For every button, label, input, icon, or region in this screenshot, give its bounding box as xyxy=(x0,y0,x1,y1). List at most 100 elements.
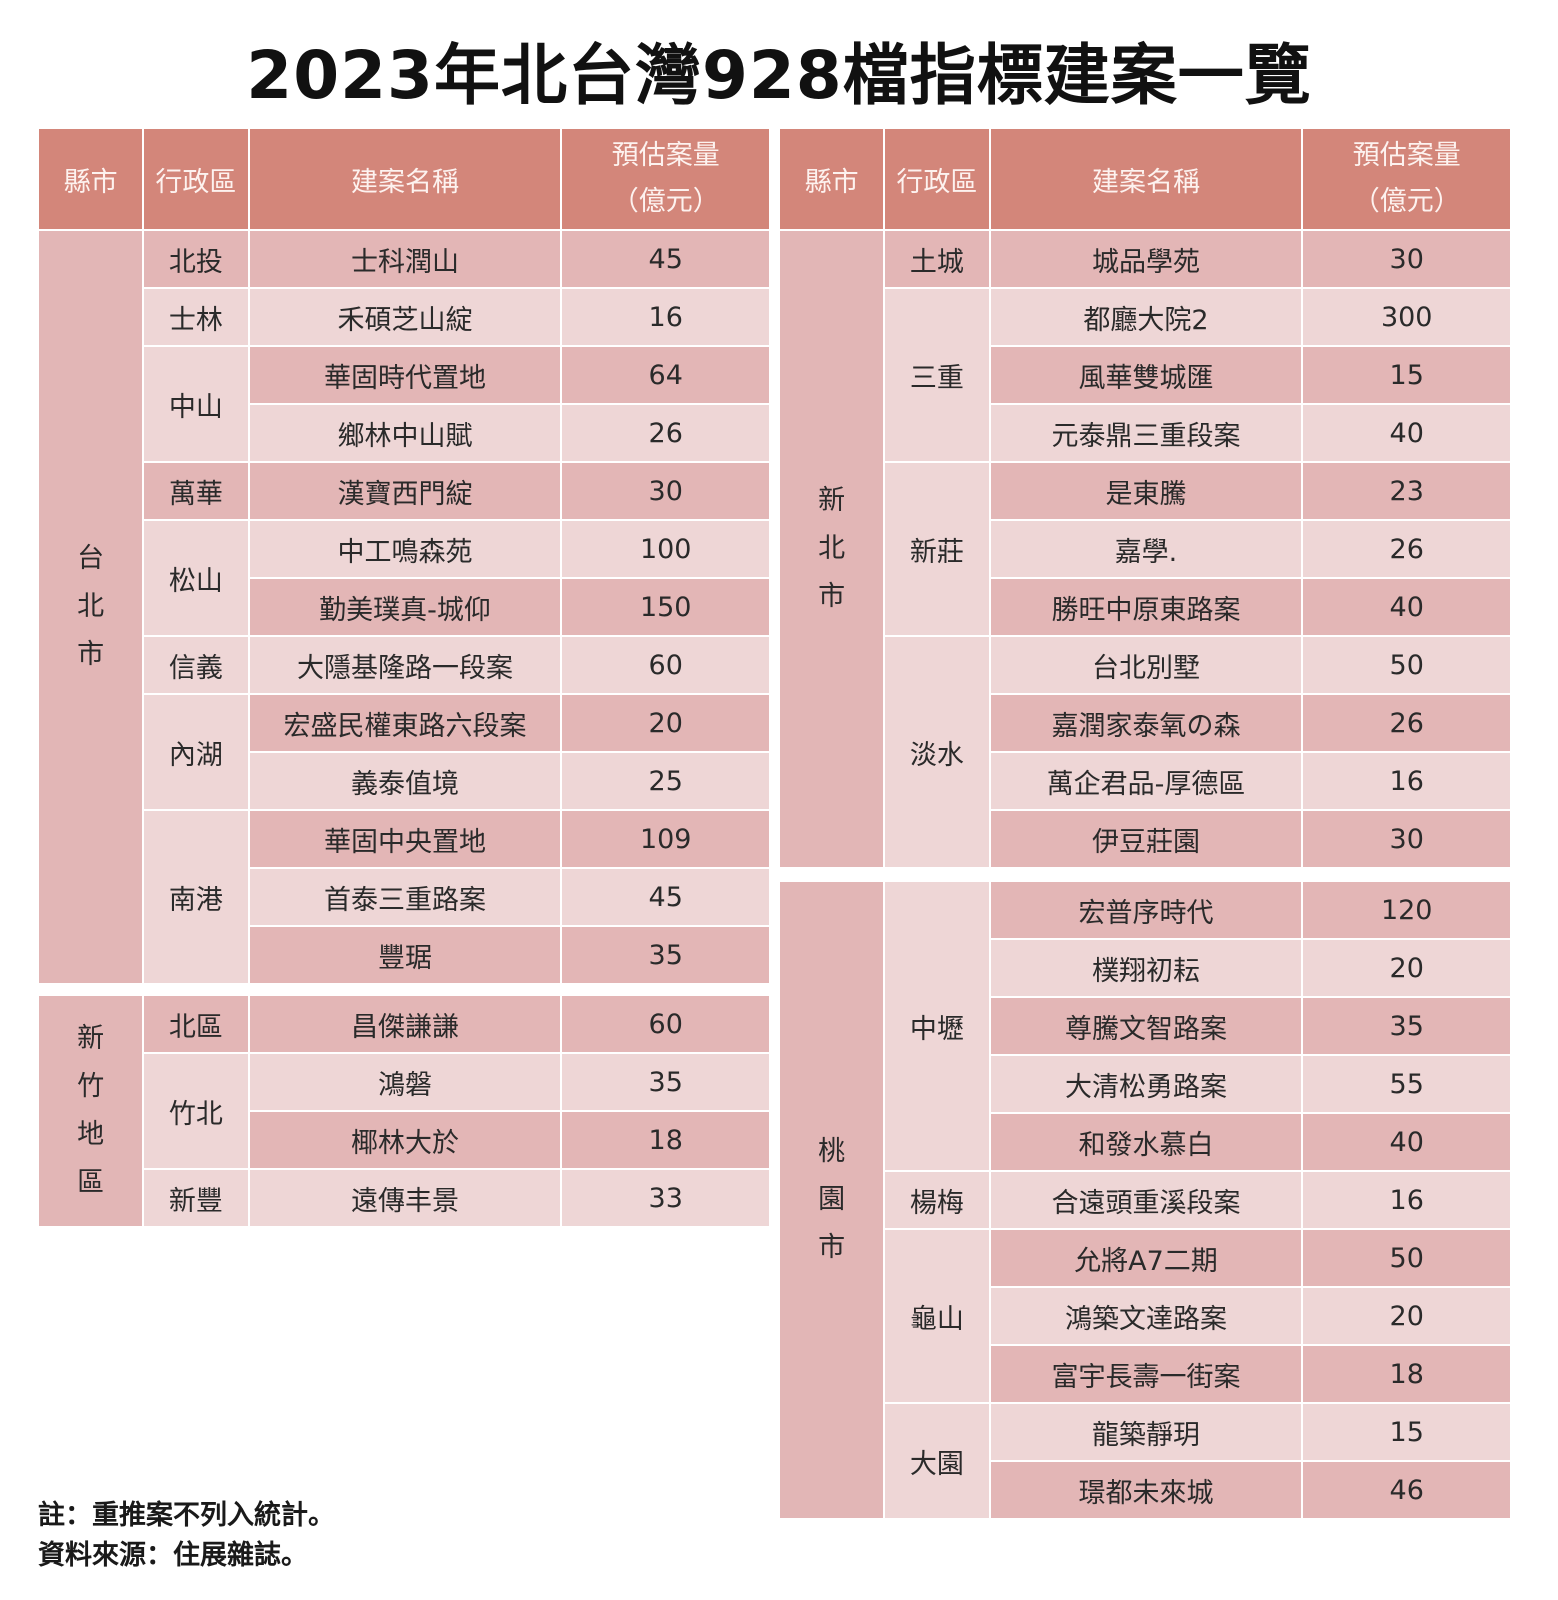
table-row: 椰林大於 18 xyxy=(39,1112,769,1168)
project-name-cell: 伊豆莊園 xyxy=(990,811,1302,867)
county-char: 竹 xyxy=(77,1071,105,1102)
project-name-cell: 富宇長壽一街案 xyxy=(990,1346,1302,1402)
project-value-cell: 300 xyxy=(1303,289,1510,345)
table-row: 新豐 遠傳丰景 33 xyxy=(39,1170,769,1226)
table-row: 中山 華固時代置地 64 xyxy=(39,347,769,461)
project-name-cell: 遠傳丰景 xyxy=(249,1170,561,1226)
page-title: 2023年北台灣928檔指標建案一覽 xyxy=(246,37,1312,114)
project-value-cell: 55 xyxy=(1303,1056,1510,1112)
table-row: 淡水 台北別墅 50 xyxy=(780,637,1510,867)
project-value-cell: 46 xyxy=(1303,1462,1510,1518)
table-row: 新竹地區北區 昌傑謙謙 60 xyxy=(39,996,769,1226)
county-char: 市 xyxy=(77,639,105,670)
header-value: 預估案量 （億元） xyxy=(562,129,769,229)
project-name-cell: 城品學苑 xyxy=(990,231,1302,287)
district-cell: 淡水 xyxy=(885,637,989,867)
project-value-cell: 120 xyxy=(1303,882,1510,938)
county-char: 北 xyxy=(77,591,105,622)
table-row: 鄉林中山賦 26 xyxy=(39,405,769,461)
project-value-cell: 33 xyxy=(562,1170,769,1226)
district-cell: 士林 xyxy=(144,289,248,345)
project-value-cell: 16 xyxy=(562,289,769,345)
table-row: 和發水慕白 40 xyxy=(780,1114,1510,1170)
project-value-cell: 100 xyxy=(562,521,769,577)
project-name-cell: 元泰鼎三重段案 xyxy=(990,405,1302,461)
project-name-cell: 都廳大院2 xyxy=(990,289,1302,345)
table-row: 樸翔初耘 20 xyxy=(780,940,1510,996)
table-row: 伊豆莊園 30 xyxy=(780,811,1510,867)
county-char: 市 xyxy=(818,1232,846,1263)
county-char: 台 xyxy=(77,543,105,574)
project-name-cell: 萬企君品-厚德區 xyxy=(990,753,1302,809)
project-value-cell: 40 xyxy=(1303,579,1510,635)
project-value-cell: 109 xyxy=(562,811,769,867)
project-value-cell: 45 xyxy=(562,869,769,925)
project-value-cell: 15 xyxy=(1303,1404,1510,1460)
table-row: 勤美璞真-城仰 150 xyxy=(39,579,769,635)
county-char: 市 xyxy=(818,581,846,612)
district-cell: 信義 xyxy=(144,637,248,693)
header-district: 行政區 xyxy=(885,129,989,229)
table-row: 南港 華固中央置地 109 xyxy=(39,811,769,983)
project-value-cell: 18 xyxy=(562,1112,769,1168)
table-row: 新莊 是東騰 23 xyxy=(780,463,1510,635)
table-row: 松山 中工鳴森苑 100 xyxy=(39,521,769,635)
district-cell: 北投 xyxy=(144,231,248,287)
project-value-cell: 30 xyxy=(1303,811,1510,867)
district-cell: 龜山 xyxy=(885,1230,989,1402)
taoyuan-table: 桃園市中壢 宏普序時代 120 樸翔初耘 20 尊騰文智路案 35 大清松勇路案 55 和發水慕白… xyxy=(778,880,1512,1520)
project-name-cell: 尊騰文智路案 xyxy=(990,998,1302,1054)
county-cell: 新竹地區 xyxy=(39,996,143,1226)
table-row: 富宇長壽一街案 18 xyxy=(780,1346,1510,1402)
project-name-cell: 漢寶西門綻 xyxy=(249,463,561,519)
project-value-cell: 20 xyxy=(1303,940,1510,996)
table-row: 台北市北投 士科潤山 45 xyxy=(39,231,769,983)
project-name-cell: 合遠頭重溪段案 xyxy=(990,1172,1302,1228)
table-row: 義泰值境 25 xyxy=(39,753,769,809)
project-value-cell: 20 xyxy=(562,695,769,751)
district-cell: 中壢 xyxy=(885,882,989,1170)
project-value-cell: 25 xyxy=(562,753,769,809)
table-row: 萬華 漢寶西門綻 30 xyxy=(39,463,769,519)
project-name-cell: 鴻築文達路案 xyxy=(990,1288,1302,1344)
county-char: 新 xyxy=(77,1023,105,1054)
project-value-cell: 40 xyxy=(1303,405,1510,461)
header-value: 預估案量 （億元） xyxy=(1303,129,1510,229)
table-row: 尊騰文智路案 35 xyxy=(780,998,1510,1054)
county-cell: 新北市 xyxy=(780,231,884,867)
project-value-cell: 40 xyxy=(1303,1114,1510,1170)
project-name-cell: 昌傑謙謙 xyxy=(249,996,561,1052)
table-row: 信義 大隱基隆路一段案 60 xyxy=(39,637,769,693)
table-row: 大園 龍築靜玥 15 xyxy=(780,1404,1510,1518)
project-value-cell: 30 xyxy=(1303,231,1510,287)
table-row: 龜山 允將A7二期 50 xyxy=(780,1230,1510,1402)
table-row: 鴻築文達路案 20 xyxy=(780,1288,1510,1344)
project-value-cell: 60 xyxy=(562,637,769,693)
county-char: 新 xyxy=(818,485,846,516)
county-cell: 台北市 xyxy=(39,231,143,983)
table-row: 桃園市中壢 宏普序時代 120 xyxy=(780,882,1510,1518)
district-cell: 中山 xyxy=(144,347,248,461)
table-row: 首泰三重路案 45 xyxy=(39,869,769,925)
header-project: 建案名稱 xyxy=(249,129,561,229)
project-value-cell: 18 xyxy=(1303,1346,1510,1402)
district-cell: 竹北 xyxy=(144,1054,248,1168)
project-name-cell: 宏普序時代 xyxy=(990,882,1302,938)
header-value-line1: 預估案量 xyxy=(611,140,720,171)
project-name-cell: 風華雙城匯 xyxy=(990,347,1302,403)
project-value-cell: 16 xyxy=(1303,753,1510,809)
table-row: 楊梅 合遠頭重溪段案 16 xyxy=(780,1172,1510,1228)
county-char: 桃 xyxy=(818,1136,846,1167)
project-value-cell: 64 xyxy=(562,347,769,403)
project-value-cell: 26 xyxy=(1303,695,1510,751)
project-name-cell: 首泰三重路案 xyxy=(249,869,561,925)
project-value-cell: 50 xyxy=(1303,637,1510,693)
project-value-cell: 45 xyxy=(562,231,769,287)
county-char: 地 xyxy=(77,1119,105,1150)
district-cell: 楊梅 xyxy=(885,1172,989,1228)
header-county: 縣市 xyxy=(780,129,884,229)
table-row: 新北市土城 城品學苑 30 xyxy=(780,231,1510,867)
project-name-cell: 台北別墅 xyxy=(990,637,1302,693)
project-value-cell: 15 xyxy=(1303,347,1510,403)
district-cell: 新豐 xyxy=(144,1170,248,1226)
